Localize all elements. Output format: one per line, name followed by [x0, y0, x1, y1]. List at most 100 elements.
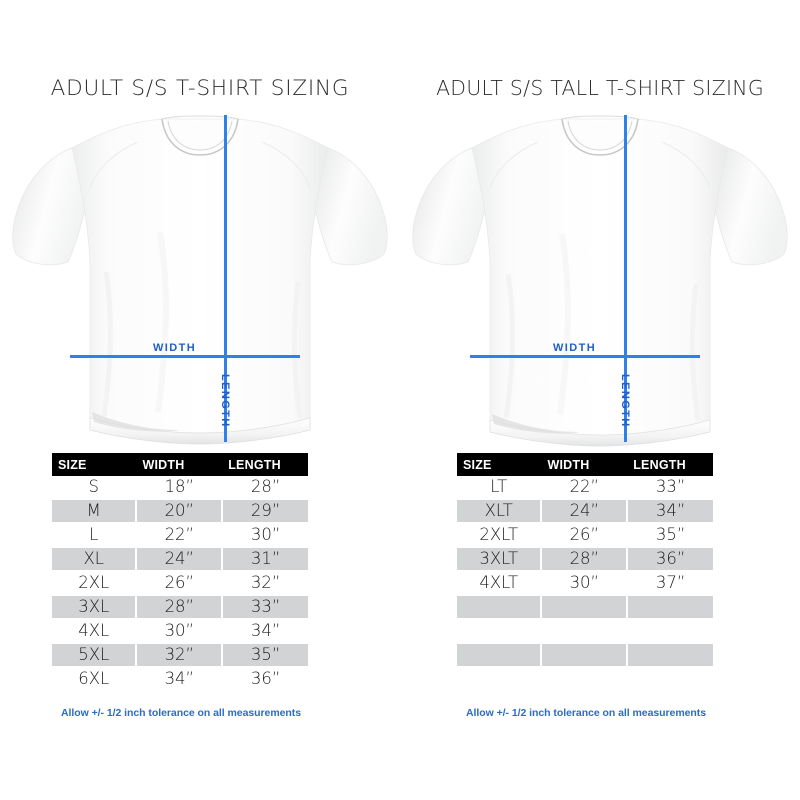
- cell-length: 29”: [222, 499, 308, 524]
- left-shoulder-seam: [89, 141, 139, 189]
- length-measure-label: LENGTH: [219, 374, 231, 428]
- right-shoulder-seam: [661, 141, 711, 189]
- column-header-length: LENGTH: [627, 453, 713, 476]
- cell-size: XLT: [457, 499, 543, 524]
- width-measure-line: [70, 355, 300, 358]
- table-header-row: SIZE WIDTH LENGTH: [457, 453, 713, 476]
- cell-width: 22”: [541, 476, 629, 500]
- size-table-header: SIZE WIDTH LENGTH: [457, 453, 713, 476]
- table-row: L 22” 30”: [52, 523, 308, 548]
- fold-left: [101, 271, 113, 417]
- table-row: LT 22” 33”: [457, 476, 713, 500]
- table-row: 6XL 34” 36”: [52, 667, 308, 692]
- cell-length: 30”: [222, 523, 308, 548]
- cell-length: 35”: [627, 523, 713, 548]
- tshirt-illustration: [412, 115, 788, 447]
- left-shoulder-seam: [489, 141, 539, 189]
- fold-center-left: [557, 233, 571, 415]
- panel-adult-ss: ADULT S/S T-SHIRT SIZING: [10, 76, 390, 719]
- table-row: S 18” 28”: [52, 476, 308, 500]
- page-title-adult-ss: ADULT S/S T-SHIRT SIZING: [50, 76, 350, 101]
- cell-width: 24”: [136, 547, 224, 572]
- hem-shadow: [92, 412, 180, 432]
- width-measure-label: WIDTH: [153, 342, 197, 354]
- table-row-empty: [457, 667, 713, 692]
- table-row: 5XL 32” 35”: [52, 643, 308, 668]
- tshirt-diagram-adult-ss: WIDTH LENGTH: [10, 112, 390, 447]
- table-header-row: SIZE WIDTH LENGTH: [52, 453, 308, 476]
- cell-size: 6XL: [52, 667, 138, 692]
- cell-size: [457, 619, 543, 644]
- shirt-body: [71, 118, 329, 445]
- table-row: 2XL 26” 32”: [52, 571, 308, 596]
- size-table-adult-ss-tall: SIZE WIDTH LENGTH LT 22” 33” XLT 24” 34”…: [457, 453, 713, 692]
- length-measure-line: [624, 115, 627, 442]
- cell-size: 2XLT: [457, 523, 543, 548]
- cell-length: [627, 619, 713, 644]
- right-shoulder-seam: [261, 141, 311, 189]
- cell-width: [541, 667, 629, 692]
- table-row: 2XLT 26” 35”: [457, 523, 713, 548]
- left-sleeve: [412, 147, 491, 266]
- table-row: 4XLT 30” 37”: [457, 571, 713, 596]
- cell-width: [541, 595, 629, 620]
- table-row-empty: [457, 643, 713, 668]
- cell-width: 24”: [541, 499, 629, 524]
- cell-width: 26”: [541, 523, 629, 548]
- cell-size: [457, 667, 543, 692]
- table-row: M 20” 29”: [52, 499, 308, 524]
- table-row-empty: [457, 619, 713, 644]
- cell-length: [627, 667, 713, 692]
- cell-length: 34”: [627, 499, 713, 524]
- column-header-width: WIDTH: [136, 453, 223, 476]
- cell-size: M: [52, 499, 138, 524]
- cell-size: LT: [457, 476, 543, 500]
- collar-inner: [567, 120, 633, 151]
- cell-length: 35”: [222, 643, 308, 668]
- cell-width: 34”: [136, 667, 224, 692]
- fold-left: [503, 273, 515, 419]
- page-title-adult-ss-tall: ADULT S/S TALL T-SHIRT SIZING: [436, 76, 764, 100]
- cell-width: [541, 643, 629, 668]
- cell-size: 3XLT: [457, 547, 543, 572]
- column-header-length: LENGTH: [222, 453, 308, 476]
- size-table-header: SIZE WIDTH LENGTH: [52, 453, 308, 476]
- table-row-empty: [457, 595, 713, 620]
- tshirt-illustration: [12, 115, 388, 445]
- cell-size: 5XL: [52, 643, 138, 668]
- table-row: 3XL 28” 33”: [52, 595, 308, 620]
- cell-width: 28”: [541, 547, 629, 572]
- cell-length: 36”: [627, 547, 713, 572]
- cell-width: 22”: [136, 523, 224, 548]
- right-sleeve: [309, 147, 388, 266]
- cell-length: [627, 643, 713, 668]
- table-row: XLT 24” 34”: [457, 499, 713, 524]
- fold-right: [291, 281, 303, 419]
- cell-length: 28”: [222, 476, 308, 500]
- column-header-size: SIZE: [52, 453, 137, 476]
- table-row: 3XLT 28” 36”: [457, 547, 713, 572]
- cell-size: 3XL: [52, 595, 138, 620]
- hem-shadow: [492, 414, 580, 434]
- cell-width: 28”: [136, 595, 224, 620]
- size-table-body: LT 22” 33” XLT 24” 34” 2XLT 26” 35” 3XLT…: [457, 476, 713, 692]
- tolerance-note-adult-ss: Allow +/- 1/2 inch tolerance on all meas…: [60, 707, 302, 719]
- panel-adult-ss-tall: ADULT S/S TALL T-SHIRT SIZING: [400, 0, 800, 800]
- cell-length: 33”: [222, 595, 308, 620]
- fold-center-left: [155, 231, 169, 413]
- cell-length: 36”: [222, 667, 308, 692]
- collar-outer: [561, 118, 639, 156]
- cell-size: L: [52, 523, 138, 548]
- cell-size: 2XL: [52, 571, 138, 596]
- table-row: 4XL 30” 34”: [52, 619, 308, 644]
- length-measure-line: [224, 115, 227, 442]
- cell-width: 18”: [136, 476, 224, 500]
- cell-size: S: [52, 476, 138, 500]
- left-sleeve: [12, 147, 91, 266]
- collar-top: [161, 115, 239, 120]
- table-row: XL 24” 31”: [52, 547, 308, 572]
- width-measure-line: [470, 355, 700, 358]
- cell-width: 26”: [136, 571, 224, 596]
- tolerance-note-adult-ss-tall: Allow +/- 1/2 inch tolerance on all meas…: [465, 707, 707, 719]
